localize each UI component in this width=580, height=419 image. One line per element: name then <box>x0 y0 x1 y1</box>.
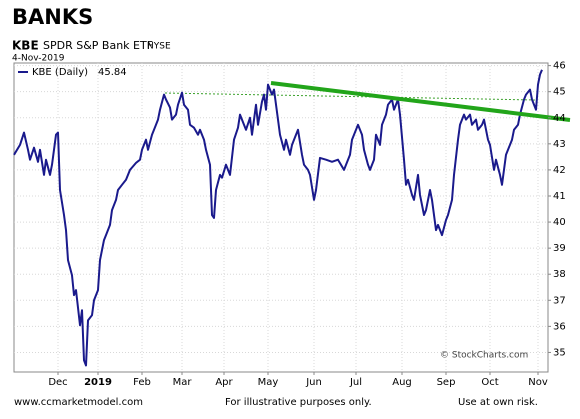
resistance-line <box>164 92 536 101</box>
chart-title: BANKS <box>12 5 93 29</box>
date: 4-Nov-2019 <box>12 54 65 64</box>
x-tick-label: Apr <box>215 377 233 388</box>
y-tick-label: 35 <box>553 347 566 358</box>
plot-frame <box>13 62 549 373</box>
x-tick-label: Nov <box>528 377 548 388</box>
x-tick-label: Aug <box>392 377 412 388</box>
watermark: © StockCharts.com <box>440 351 528 361</box>
y-tick-label: 40 <box>553 217 566 228</box>
y-tick-label: 37 <box>553 295 566 306</box>
y-tick-label: 38 <box>553 269 566 280</box>
x-tick-label: Oct <box>481 377 498 388</box>
x-tick-label: Dec <box>48 377 67 388</box>
exchange: NYSE <box>147 42 171 52</box>
x-tick-label: Feb <box>133 377 151 388</box>
y-tick-label: 43 <box>553 139 566 150</box>
y-tick-label: 36 <box>553 321 566 332</box>
y-tick-label: 42 <box>553 165 566 176</box>
x-tick-label: Mar <box>173 377 193 388</box>
subtitle: SPDR S&P Bank ETF <box>43 39 153 52</box>
y-tick-label: 44 <box>553 113 566 124</box>
legend-label: KBE (Daily) <box>32 67 88 78</box>
price-line <box>13 69 543 367</box>
legend-value: 45.84 <box>98 67 127 78</box>
symbol: KBE <box>12 39 39 53</box>
y-tick-label: 39 <box>553 243 566 254</box>
x-tick-label: Jun <box>305 377 322 388</box>
trend-line <box>270 81 571 122</box>
y-tick-label: 45 <box>553 87 566 98</box>
x-tick-label: Jul <box>349 377 362 388</box>
footer-center: For illustrative purposes only. <box>225 397 372 408</box>
x-tick-label: 2019 <box>84 377 112 388</box>
y-tick-label: 46 <box>553 61 566 72</box>
x-tick-label: Sep <box>437 377 456 388</box>
footer-right: Use at own risk. <box>458 397 538 408</box>
footer-left: www.ccmarketmodel.com <box>14 397 143 408</box>
x-tick-label: May <box>258 377 279 388</box>
y-tick-label: 41 <box>553 191 566 202</box>
